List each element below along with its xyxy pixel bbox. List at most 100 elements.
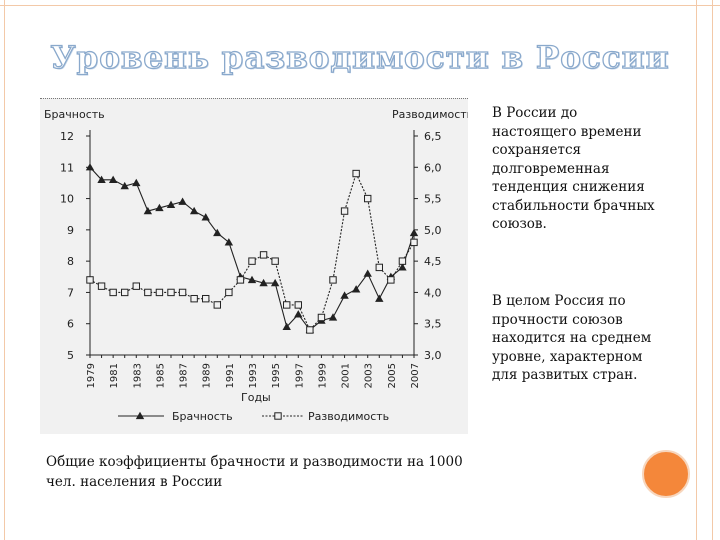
chart-point-series-2	[86, 276, 94, 284]
chart-point-series-1	[294, 310, 303, 318]
chart-point-series-1	[143, 206, 153, 215]
chart-point-series-2	[202, 294, 210, 303]
chart-x-tick-label: 1999	[317, 363, 328, 388]
chart-point-series-2	[248, 257, 256, 265]
note-paragraph-2: В целом Россия по прочности союзов наход…	[492, 293, 652, 383]
chart-right-axis-title: Разводимость	[392, 108, 468, 121]
chart-x-tick-label: 1997	[294, 363, 305, 388]
chart-point-series-1	[178, 197, 187, 205]
chart-right-tick-label: 5,5	[424, 193, 442, 206]
chart-point-series-1	[328, 313, 338, 321]
chart-point-series-2	[317, 313, 326, 322]
chart-x-tick-label: 1993	[248, 363, 259, 388]
chart-x-tick-label: 1981	[109, 363, 120, 388]
chart-series-line-1	[89, 166, 415, 331]
chart-point-series-1	[247, 275, 257, 284]
chart-point-series-1	[132, 178, 141, 187]
chart-left-tick-label: 7	[67, 286, 74, 299]
chart-point-series-2	[259, 251, 268, 259]
legend-marker-series-1	[135, 411, 145, 420]
chart-point-series-2	[294, 301, 302, 309]
chart-svg: Брачность Разводимость Годы 12 11 10 9 8 7 6 5 6…	[44, 108, 468, 423]
slide-frame-left-line	[4, 0, 5, 540]
chart-point-series-1	[201, 213, 210, 221]
chart-panel: Брачность Разводимость Годы 12 11 10 9 8 7 6 5 6…	[40, 98, 468, 434]
note-paragraph-1: В России до настоящего времени сохраняет…	[492, 105, 655, 232]
chart-point-series-2	[190, 294, 198, 303]
chart-point-series-1	[375, 294, 384, 302]
chart-right-tick-label: 4,5	[424, 255, 442, 268]
chart-left-axis-title: Брачность	[44, 108, 105, 121]
chart-right-tick-label: 3,5	[424, 318, 442, 331]
chart-series-group	[85, 163, 419, 334]
chart-point-series-2	[144, 288, 152, 297]
chart-x-tick-label: 1991	[225, 363, 236, 388]
chart-point-series-1	[166, 200, 176, 208]
chart-right-tick-label: 6,5	[424, 130, 442, 143]
chart-point-series-2	[283, 301, 291, 309]
chart-point-series-1	[363, 269, 372, 277]
chart-x-tick-label: 1995	[271, 363, 282, 388]
chart-point-series-2	[306, 326, 314, 334]
chart-point-series-1	[108, 175, 118, 183]
chart-x-tick-label: 1983	[132, 363, 143, 388]
chart-point-series-2	[352, 169, 360, 178]
legend-marker-series-2	[274, 412, 282, 420]
chart-point-series-1	[409, 228, 419, 237]
slide-title: Уровень разводимости в России	[50, 39, 670, 76]
chart-point-series-2	[155, 288, 164, 297]
chart-point-series-1	[351, 285, 361, 293]
chart-point-series-2	[340, 207, 349, 215]
chart-point-series-1	[270, 278, 280, 287]
chart-x-axis-title: Годы	[241, 391, 271, 404]
chart-x-tick-label: 1985	[155, 363, 166, 388]
chart-point-series-2	[329, 276, 337, 284]
chart-x-tick-label: 2007	[410, 363, 421, 388]
chart-right-tick-label: 6,0	[424, 161, 442, 174]
chart-left-tick-label: 12	[60, 130, 74, 143]
chart-point-series-2	[364, 194, 372, 203]
chart-point-series-1	[155, 203, 164, 212]
chart-point-series-2	[225, 288, 233, 297]
chart-ticks-group: 12 11 10 9 8 7 6 5 6,5 6,0 5,5 5,0 4,5 4,0 3,5 3,0 1979 1…	[60, 130, 442, 388]
chart-right-tick-label: 3,0	[424, 349, 442, 362]
chart-point-series-1	[224, 238, 234, 246]
chart-point-series-1	[259, 278, 268, 287]
chart-x-tick-label: 1979	[86, 363, 97, 388]
chart-point-series-2	[375, 263, 383, 272]
chart-x-tick-label: 1989	[202, 363, 213, 388]
chart-point-series-2	[213, 301, 221, 309]
chart-left-tick-label: 10	[60, 193, 74, 206]
chart-left-tick-label: 6	[67, 318, 74, 331]
chart-right-tick-label: 5,0	[424, 224, 442, 237]
chart-point-series-1	[189, 206, 199, 215]
chart-point-series-1	[85, 163, 95, 171]
chart-point-series-2	[178, 288, 187, 297]
chart-left-tick-label: 8	[67, 255, 74, 268]
slide-frame-right-line	[696, 0, 697, 540]
chart-point-series-2	[109, 288, 117, 297]
chart-x-tick-label: 1987	[179, 363, 190, 388]
chart-x-tick-label: 2001	[341, 363, 352, 388]
chart-left-tick-label: 9	[67, 224, 74, 237]
chart-legend: Брачность Разводимость	[118, 410, 389, 423]
chart-point-series-2	[132, 282, 140, 290]
chart-point-series-1	[120, 181, 129, 190]
chart-right-tick-label: 4,0	[424, 286, 442, 299]
chart-point-series-1	[213, 228, 222, 237]
slide-frame-top-line	[0, 5, 720, 6]
chart-point-series-2	[398, 257, 407, 265]
chart-point-series-2	[271, 257, 279, 265]
decorative-orange-circle	[642, 450, 690, 498]
chart-point-series-1	[97, 175, 106, 183]
chart-x-tick-label: 2005	[387, 363, 398, 388]
chart-caption: Общие коэффициенты брачности и разводимо…	[46, 454, 463, 490]
legend-label-series-2: Разводимость	[308, 410, 389, 423]
legend-label-series-1: Брачность	[172, 410, 233, 423]
chart-point-series-1	[282, 322, 291, 330]
chart-x-tick-label: 2003	[364, 363, 375, 388]
chart-point-series-1	[340, 291, 349, 299]
chart-point-series-2	[387, 276, 395, 284]
chart-point-series-1	[398, 263, 407, 271]
chart-left-tick-label: 11	[60, 161, 74, 174]
